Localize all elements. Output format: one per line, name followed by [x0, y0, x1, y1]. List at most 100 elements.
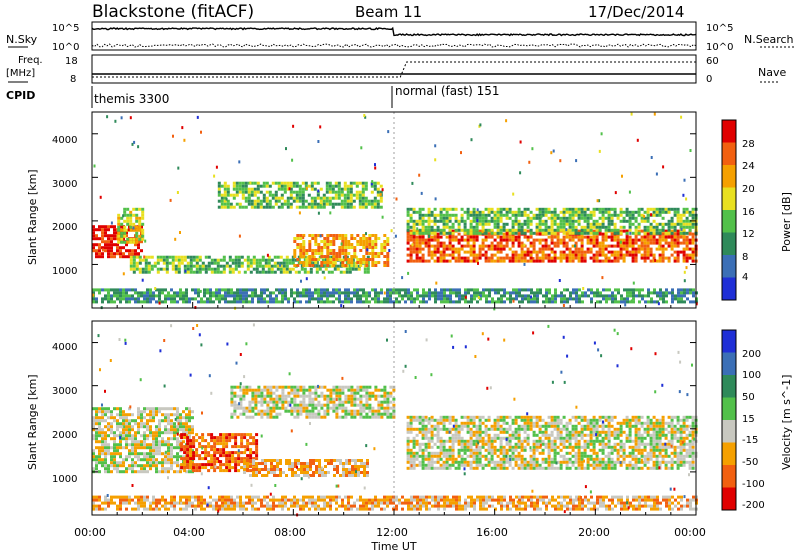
velocity-cell [204, 445, 207, 448]
power-cell [347, 294, 350, 297]
velocity-cell [365, 389, 368, 392]
power-cell [425, 239, 428, 242]
power-cell [314, 249, 317, 252]
velocity-cell [363, 462, 366, 465]
velocity-cell [183, 451, 186, 454]
velocity-cell [101, 443, 104, 446]
power-cell [650, 242, 653, 245]
power-cell [677, 291, 680, 294]
power-cell [602, 208, 605, 211]
power-cell [608, 236, 611, 239]
power-cell [530, 223, 533, 226]
power-cell [548, 248, 551, 251]
velocity-cell [345, 468, 348, 471]
power-cell [449, 294, 452, 297]
power-cell [247, 265, 250, 268]
velocity-cell [324, 465, 327, 468]
velocity-cell [134, 470, 137, 473]
power-noise-cell [183, 139, 185, 142]
power-cell [680, 294, 683, 297]
power-cell [344, 246, 347, 249]
velocity-cell [416, 434, 419, 437]
power-cell [281, 206, 284, 209]
power-cell [572, 297, 575, 300]
power-cell [635, 248, 638, 251]
velocity-cell [131, 428, 134, 431]
power-cell [217, 262, 220, 265]
power-noise-cell [395, 235, 397, 238]
power-cell [308, 261, 311, 264]
power-cell [338, 255, 341, 258]
power-cell [166, 256, 169, 259]
velocity-cell [149, 455, 152, 458]
power-cell [680, 220, 683, 223]
power-cell [344, 182, 347, 185]
power-cell [365, 294, 368, 297]
power-cell [163, 262, 166, 265]
power-cell [301, 268, 304, 271]
power-cell [128, 249, 131, 252]
power-cell [443, 220, 446, 223]
power-noise-cell [133, 141, 135, 144]
power-cell [218, 291, 221, 294]
power-cell [281, 197, 284, 200]
velocity-cell [318, 471, 321, 474]
power-cell [236, 288, 239, 291]
power-cell [611, 223, 614, 226]
velocity-cell [128, 452, 131, 455]
power-cell [485, 217, 488, 220]
power-cell [239, 191, 242, 194]
power-cell [443, 251, 446, 254]
power-cell [572, 232, 575, 235]
power-cell [500, 229, 503, 232]
power-cell [431, 245, 434, 248]
power-cell [224, 297, 227, 300]
velocity-cell [104, 452, 107, 455]
power-cell [283, 271, 286, 274]
velocity-cell [110, 425, 113, 428]
power-cell [377, 252, 380, 255]
power-cell [299, 194, 302, 197]
power-cell [506, 257, 509, 260]
power-cell [356, 185, 359, 188]
power-cell [407, 291, 410, 294]
power-cell [461, 208, 464, 211]
power-cell [578, 232, 581, 235]
power-cell [428, 260, 431, 263]
power-cell [395, 300, 398, 303]
velocity-cell [189, 466, 192, 469]
velocity-cell [371, 392, 374, 395]
power-cell [120, 241, 123, 244]
power-cell [117, 220, 120, 223]
power-cell [214, 271, 217, 274]
velocity-cell [131, 449, 134, 452]
power-noise-cell [238, 160, 240, 163]
power-cell [674, 260, 677, 263]
velocity-cell [104, 470, 107, 473]
power-cell [284, 291, 287, 294]
power-cell [98, 249, 101, 252]
power-cell [224, 206, 227, 209]
velocity-cell [167, 437, 170, 440]
velocity-cell [198, 466, 201, 469]
velocity-cell [407, 461, 410, 464]
power-cell [359, 243, 362, 246]
power-cell [632, 288, 635, 291]
power-cell [185, 294, 188, 297]
power-cell [332, 249, 335, 252]
power-cell [548, 217, 551, 220]
velocity-cell [131, 434, 134, 437]
power-cell [527, 294, 530, 297]
power-cell [512, 251, 515, 254]
power-cell [218, 200, 221, 203]
power-cell [476, 291, 479, 294]
velocity-cell [234, 433, 237, 436]
power-cell [620, 248, 623, 251]
power-cell [662, 208, 665, 211]
power-cell [581, 226, 584, 229]
power-cell [356, 300, 359, 303]
power-cell [329, 185, 332, 188]
power-cell [269, 191, 272, 194]
velocity-cell [219, 436, 222, 439]
power-cell [143, 297, 146, 300]
